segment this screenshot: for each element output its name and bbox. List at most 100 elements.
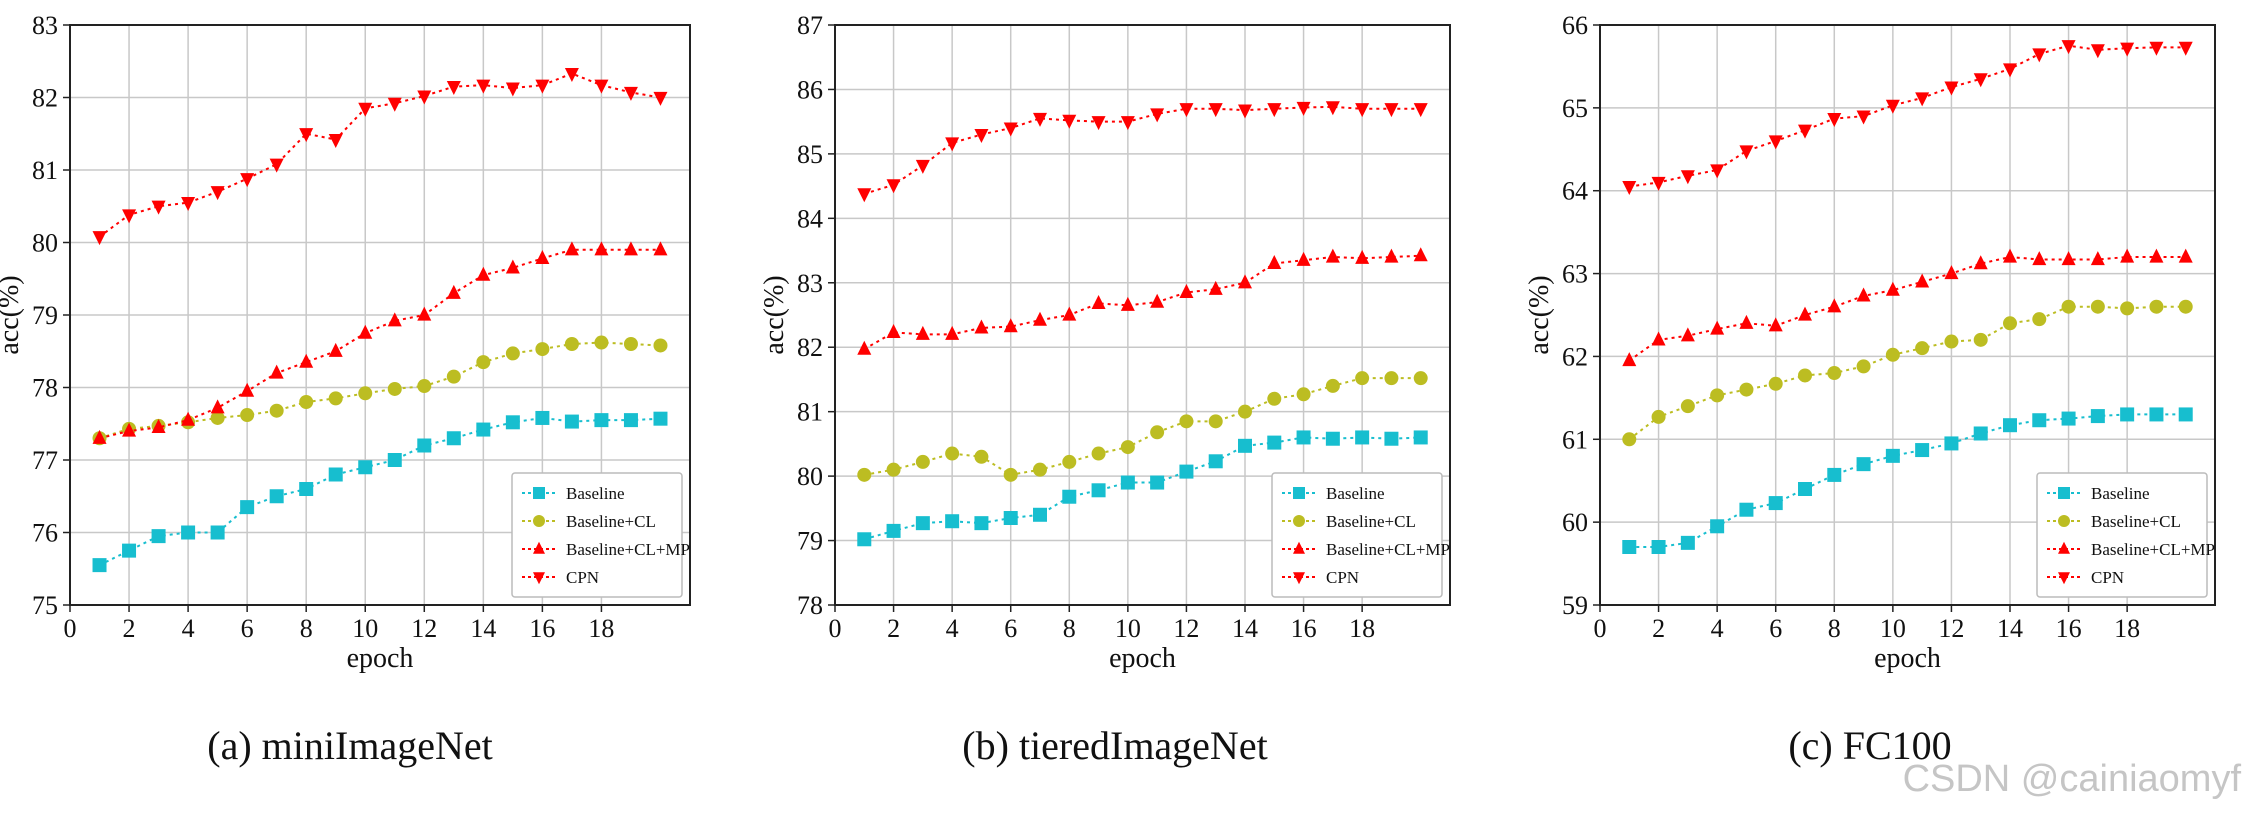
x-tick-label: 8	[300, 614, 313, 643]
x-tick-label: 0	[64, 614, 77, 643]
data-point	[1150, 425, 1165, 440]
x-tick-label: 0	[1594, 614, 1607, 643]
data-point	[1384, 431, 1399, 446]
data-point	[1622, 432, 1637, 447]
data-point	[1267, 255, 1282, 270]
legend-marker	[1293, 487, 1305, 499]
data-point	[1267, 103, 1282, 118]
data-point	[1739, 502, 1754, 517]
x-tick-label: 18	[588, 614, 614, 643]
caption-a: (a) miniImageNet	[207, 723, 493, 768]
x-axis-label: epoch	[1109, 643, 1176, 674]
data-point	[535, 342, 550, 357]
data-point	[1150, 108, 1165, 123]
series-line-3	[863, 105, 1421, 195]
data-point	[974, 128, 989, 143]
legend: Baseline Baseline+CL Baseline+CL+MP CPN	[2036, 472, 2215, 598]
y-tick-label: 63	[1562, 260, 1588, 289]
data-point	[1355, 430, 1370, 445]
data-point	[1798, 306, 1812, 321]
data-point	[2120, 248, 2135, 263]
data-point	[594, 241, 609, 256]
y-tick-label: 65	[1562, 94, 1588, 123]
x-tick-label: 18	[2114, 614, 2140, 643]
legend-label: CPN	[2091, 568, 2124, 587]
data-point	[505, 346, 520, 361]
data-point	[1120, 440, 1135, 455]
caption-c: (c) FC100	[1788, 723, 1952, 768]
data-point	[1267, 435, 1282, 450]
x-tick-label: 14	[1997, 614, 2023, 643]
data-point	[1827, 298, 1842, 313]
x-tick-label: 12	[1938, 614, 1964, 643]
data-point	[92, 231, 107, 246]
legend: Baseline Baseline+CL Baseline+CL+MP CPN	[1271, 472, 1450, 598]
data-point	[1827, 366, 1842, 380]
data-point	[505, 82, 520, 97]
data-point	[1179, 464, 1194, 479]
data-point	[181, 197, 196, 212]
data-point	[417, 90, 432, 105]
x-tick-label: 6	[1769, 614, 1782, 643]
data-point	[299, 128, 314, 143]
data-point	[181, 411, 196, 426]
data-point	[1944, 265, 1959, 280]
x-tick-label: 16	[1291, 614, 1317, 643]
data-point	[1827, 467, 1842, 482]
x-tick-label: 2	[887, 614, 900, 643]
data-point	[1710, 320, 1725, 335]
x-tick-label: 0	[829, 614, 842, 643]
data-point	[1739, 314, 1754, 329]
data-point	[623, 413, 638, 428]
legend-label: Baseline+CL	[566, 512, 656, 531]
y-tick-label: 80	[797, 462, 823, 491]
data-point	[1062, 454, 1077, 469]
caption-b: (b) tieredImageNet	[962, 723, 1268, 768]
data-point	[945, 137, 960, 152]
data-point	[1033, 311, 1047, 326]
data-point	[1973, 332, 1988, 347]
data-point	[122, 209, 137, 224]
data-point	[1150, 293, 1165, 308]
data-point	[387, 381, 402, 396]
y-tick-label: 86	[797, 75, 823, 104]
y-tick-label: 84	[797, 204, 823, 233]
data-point	[210, 525, 225, 540]
data-point	[2120, 407, 2135, 422]
data-point	[1798, 482, 1812, 496]
y-tick-label: 83	[797, 269, 823, 298]
data-point	[476, 79, 491, 94]
chart-2: 0 2 4 6 8 10 12 14 16 18 59 60 61 62 63 64 65 66 epoch acc(…	[1524, 11, 2216, 674]
data-point	[1062, 306, 1077, 321]
data-point	[417, 379, 432, 394]
legend-label: Baseline	[1326, 484, 1385, 503]
data-point	[1768, 496, 1783, 511]
data-point	[151, 200, 166, 215]
data-point	[1120, 116, 1135, 131]
x-tick-label: 10	[1880, 614, 1906, 643]
data-point	[151, 418, 166, 433]
legend-marker	[2058, 515, 2070, 527]
data-point	[1355, 103, 1370, 118]
data-point	[594, 79, 609, 94]
data-point	[945, 446, 960, 461]
x-tick-label: 6	[241, 614, 254, 643]
data-point	[2003, 418, 2017, 433]
legend-marker	[533, 515, 545, 527]
data-point	[1856, 457, 1871, 472]
data-point	[92, 558, 107, 573]
data-point	[476, 422, 491, 437]
data-point	[328, 391, 343, 406]
data-point	[1033, 462, 1047, 477]
data-point	[2061, 299, 2076, 314]
y-tick-label: 64	[1562, 177, 1588, 206]
data-point	[1179, 103, 1194, 118]
x-tick-label: 12	[1173, 614, 1199, 643]
x-tick-label: 10	[352, 614, 378, 643]
data-point	[915, 325, 930, 340]
data-point	[564, 241, 579, 256]
data-point	[1651, 409, 1666, 424]
data-point	[2061, 251, 2076, 266]
legend-marker	[2058, 487, 2070, 499]
data-point	[1062, 489, 1077, 504]
